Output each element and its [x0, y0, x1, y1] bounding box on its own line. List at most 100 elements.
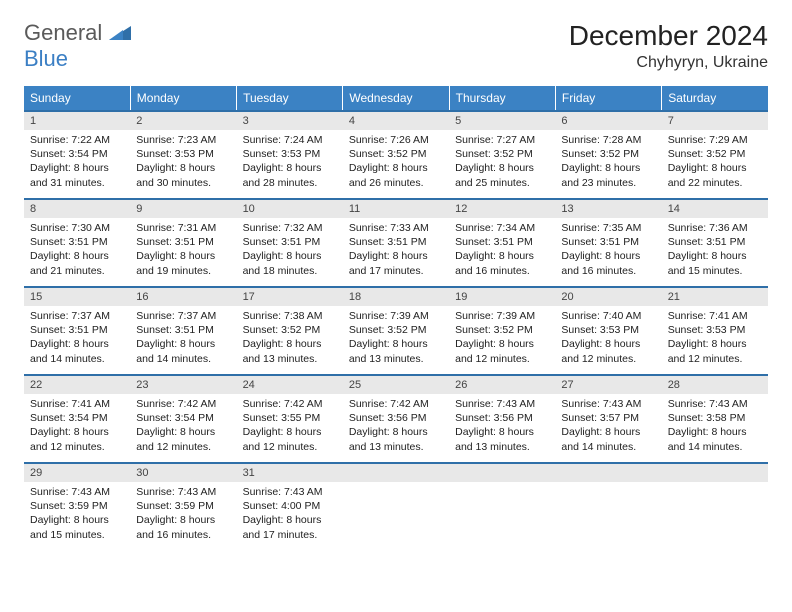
day-details: Sunrise: 7:43 AMSunset: 3:58 PMDaylight:…	[662, 394, 768, 460]
calendar-day-cell: 12Sunrise: 7:34 AMSunset: 3:51 PMDayligh…	[449, 198, 555, 286]
daylight-text: Daylight: 8 hours and 12 minutes.	[455, 337, 549, 365]
sunrise-text: Sunrise: 7:42 AM	[349, 397, 443, 411]
sunrise-text: Sunrise: 7:22 AM	[30, 133, 124, 147]
day-number: 4	[343, 110, 449, 130]
daylight-text: Daylight: 8 hours and 16 minutes.	[136, 513, 230, 541]
daylight-text: Daylight: 8 hours and 14 minutes.	[668, 425, 762, 453]
calendar-day-cell: 9Sunrise: 7:31 AMSunset: 3:51 PMDaylight…	[130, 198, 236, 286]
daylight-text: Daylight: 8 hours and 23 minutes.	[561, 161, 655, 189]
day-details: Sunrise: 7:43 AMSunset: 4:00 PMDaylight:…	[237, 482, 343, 548]
day-details: Sunrise: 7:22 AMSunset: 3:54 PMDaylight:…	[24, 130, 130, 196]
sunset-text: Sunset: 3:52 PM	[668, 147, 762, 161]
calendar-week-row: 1Sunrise: 7:22 AMSunset: 3:54 PMDaylight…	[24, 110, 768, 198]
day-details: Sunrise: 7:32 AMSunset: 3:51 PMDaylight:…	[237, 218, 343, 284]
daylight-text: Daylight: 8 hours and 14 minutes.	[136, 337, 230, 365]
daylight-text: Daylight: 8 hours and 17 minutes.	[243, 513, 337, 541]
sunset-text: Sunset: 3:55 PM	[243, 411, 337, 425]
day-details: Sunrise: 7:30 AMSunset: 3:51 PMDaylight:…	[24, 218, 130, 284]
calendar-week-row: 15Sunrise: 7:37 AMSunset: 3:51 PMDayligh…	[24, 286, 768, 374]
sunrise-text: Sunrise: 7:38 AM	[243, 309, 337, 323]
sunrise-text: Sunrise: 7:30 AM	[30, 221, 124, 235]
logo-text-blue: Blue	[24, 46, 68, 71]
daylight-text: Daylight: 8 hours and 12 minutes.	[30, 425, 124, 453]
weekday-header: Saturday	[662, 86, 768, 110]
sunrise-text: Sunrise: 7:37 AM	[30, 309, 124, 323]
day-number: 14	[662, 198, 768, 218]
day-details: Sunrise: 7:37 AMSunset: 3:51 PMDaylight:…	[24, 306, 130, 372]
day-details: Sunrise: 7:42 AMSunset: 3:54 PMDaylight:…	[130, 394, 236, 460]
day-number: 21	[662, 286, 768, 306]
sunset-text: Sunset: 3:51 PM	[561, 235, 655, 249]
day-number: 30	[130, 462, 236, 482]
sunrise-text: Sunrise: 7:34 AM	[455, 221, 549, 235]
sunrise-text: Sunrise: 7:32 AM	[243, 221, 337, 235]
daylight-text: Daylight: 8 hours and 12 minutes.	[561, 337, 655, 365]
calendar-day-cell: 28Sunrise: 7:43 AMSunset: 3:58 PMDayligh…	[662, 374, 768, 462]
day-number: 27	[555, 374, 661, 394]
daylight-text: Daylight: 8 hours and 14 minutes.	[30, 337, 124, 365]
day-details: Sunrise: 7:40 AMSunset: 3:53 PMDaylight:…	[555, 306, 661, 372]
calendar-table: Sunday Monday Tuesday Wednesday Thursday…	[24, 86, 768, 550]
day-details: Sunrise: 7:39 AMSunset: 3:52 PMDaylight:…	[449, 306, 555, 372]
daylight-text: Daylight: 8 hours and 13 minutes.	[349, 337, 443, 365]
calendar-day-cell: 16Sunrise: 7:37 AMSunset: 3:51 PMDayligh…	[130, 286, 236, 374]
daylight-text: Daylight: 8 hours and 12 minutes.	[668, 337, 762, 365]
sunrise-text: Sunrise: 7:40 AM	[561, 309, 655, 323]
daylight-text: Daylight: 8 hours and 25 minutes.	[455, 161, 549, 189]
sunset-text: Sunset: 3:54 PM	[30, 147, 124, 161]
sunrise-text: Sunrise: 7:43 AM	[243, 485, 337, 499]
day-details: Sunrise: 7:43 AMSunset: 3:56 PMDaylight:…	[449, 394, 555, 460]
logo-text: General Blue	[24, 20, 131, 72]
day-number: 6	[555, 110, 661, 130]
sunset-text: Sunset: 3:51 PM	[243, 235, 337, 249]
calendar-day-cell: 10Sunrise: 7:32 AMSunset: 3:51 PMDayligh…	[237, 198, 343, 286]
calendar-day-cell: 6 Sunrise: 7:28 AMSunset: 3:52 PMDaylight…	[555, 110, 661, 198]
sunrise-text: Sunrise: 7:35 AM	[561, 221, 655, 235]
sunset-text: Sunset: 3:51 PM	[30, 235, 124, 249]
sunset-text: Sunset: 3:52 PM	[561, 147, 655, 161]
day-details: Sunrise: 7:39 AMSunset: 3:52 PMDaylight:…	[343, 306, 449, 372]
sunrise-text: Sunrise: 7:23 AM	[136, 133, 230, 147]
daylight-text: Daylight: 8 hours and 26 minutes.	[349, 161, 443, 189]
empty-day	[662, 462, 768, 482]
logo-text-general: General	[24, 20, 102, 45]
daylight-text: Daylight: 8 hours and 13 minutes.	[349, 425, 443, 453]
sunrise-text: Sunrise: 7:26 AM	[349, 133, 443, 147]
day-number: 9	[130, 198, 236, 218]
daylight-text: Daylight: 8 hours and 21 minutes.	[30, 249, 124, 277]
day-number: 24	[237, 374, 343, 394]
calendar-day-cell: 5Sunrise: 7:27 AMSunset: 3:52 PMDaylight…	[449, 110, 555, 198]
calendar-day-cell: 31Sunrise: 7:43 AMSunset: 4:00 PMDayligh…	[237, 462, 343, 550]
calendar-day-cell: 17Sunrise: 7:38 AMSunset: 3:52 PMDayligh…	[237, 286, 343, 374]
daylight-text: Daylight: 8 hours and 19 minutes.	[136, 249, 230, 277]
weekday-header: Thursday	[449, 86, 555, 110]
day-details: Sunrise: 7:38 AMSunset: 3:52 PMDaylight:…	[237, 306, 343, 372]
calendar-day-cell: 14Sunrise: 7:36 AMSunset: 3:51 PMDayligh…	[662, 198, 768, 286]
day-number: 22	[24, 374, 130, 394]
weekday-header-row: Sunday Monday Tuesday Wednesday Thursday…	[24, 86, 768, 110]
sunrise-text: Sunrise: 7:33 AM	[349, 221, 443, 235]
day-details: Sunrise: 7:35 AMSunset: 3:51 PMDaylight:…	[555, 218, 661, 284]
sunrise-text: Sunrise: 7:31 AM	[136, 221, 230, 235]
sunrise-text: Sunrise: 7:27 AM	[455, 133, 549, 147]
day-number: 23	[130, 374, 236, 394]
day-number: 8	[24, 198, 130, 218]
sunrise-text: Sunrise: 7:42 AM	[136, 397, 230, 411]
calendar-day-cell: 26Sunrise: 7:43 AMSunset: 3:56 PMDayligh…	[449, 374, 555, 462]
day-details: Sunrise: 7:27 AMSunset: 3:52 PMDaylight:…	[449, 130, 555, 196]
sunrise-text: Sunrise: 7:43 AM	[668, 397, 762, 411]
day-details: Sunrise: 7:33 AMSunset: 3:51 PMDaylight:…	[343, 218, 449, 284]
day-number: 3	[237, 110, 343, 130]
day-details: Sunrise: 7:24 AMSunset: 3:53 PMDaylight:…	[237, 130, 343, 196]
sunset-text: Sunset: 3:59 PM	[30, 499, 124, 513]
calendar-day-cell: 20Sunrise: 7:40 AMSunset: 3:53 PMDayligh…	[555, 286, 661, 374]
sunrise-text: Sunrise: 7:28 AM	[561, 133, 655, 147]
day-number: 19	[449, 286, 555, 306]
sunset-text: Sunset: 3:52 PM	[243, 323, 337, 337]
day-number: 10	[237, 198, 343, 218]
calendar-day-cell: 24Sunrise: 7:42 AMSunset: 3:55 PMDayligh…	[237, 374, 343, 462]
weekday-header: Tuesday	[237, 86, 343, 110]
sunset-text: Sunset: 3:51 PM	[668, 235, 762, 249]
day-number: 31	[237, 462, 343, 482]
daylight-text: Daylight: 8 hours and 14 minutes.	[561, 425, 655, 453]
